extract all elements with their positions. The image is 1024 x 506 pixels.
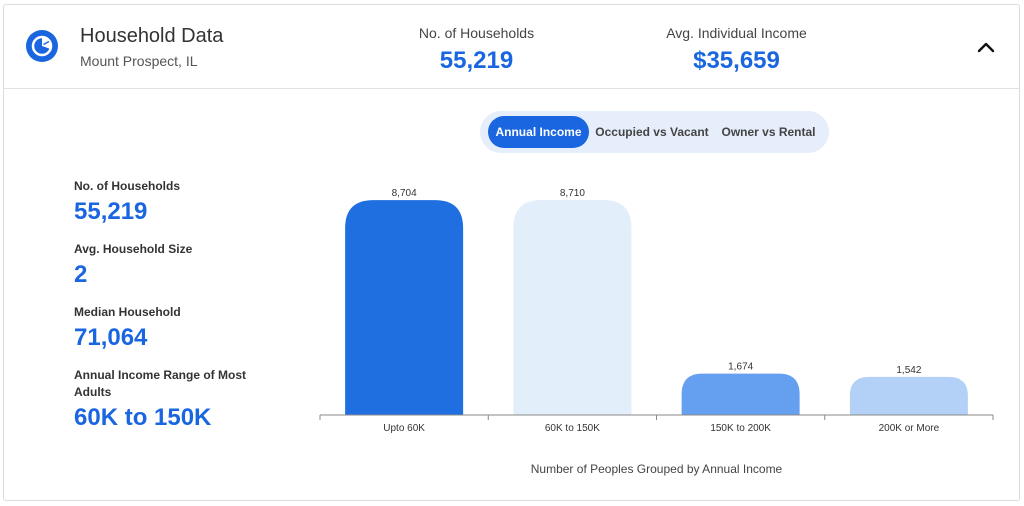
header-stat-label: Avg. Individual Income [666, 25, 807, 41]
x-tick-label: Upto 60K [383, 423, 425, 434]
chart-tab-group: Annual Income Occupied vs Vacant Owner v… [480, 111, 829, 153]
x-tick-label: 150K to 200K [710, 423, 771, 434]
side-stat-value: 2 [74, 261, 88, 288]
side-stat-household-size: Avg. Household Size 2 [74, 241, 192, 289]
tab-annual-income[interactable]: Annual Income [488, 116, 589, 148]
side-stat-label: Median Household [74, 305, 181, 319]
card-title: Household Data [80, 25, 224, 47]
chevron-up-icon[interactable] [974, 35, 998, 59]
side-stat-label: No. of Households [74, 179, 180, 193]
bar-60k-to-150k[interactable] [513, 200, 632, 415]
pie-chart-icon [26, 30, 58, 62]
bar-upto-60k[interactable] [345, 200, 464, 415]
header-stat-income: Avg. Individual Income $35,659 [654, 25, 819, 75]
tab-owner-vs-rental[interactable]: Owner vs Rental [721, 125, 816, 139]
tab-occupied-vs-vacant[interactable]: Occupied vs Vacant [595, 125, 709, 139]
bar-200k-or-more[interactable] [849, 376, 968, 415]
side-stat-label: Avg. Household Size [74, 242, 193, 256]
card-header[interactable]: Household Data Mount Prospect, IL No. of… [4, 5, 1019, 89]
household-data-card: Household Data Mount Prospect, IL No. of… [3, 4, 1020, 501]
x-tick-label: 60K to 150K [545, 423, 600, 434]
bar-value-label: 1,542 [896, 365, 921, 376]
header-stat-households: No. of Households 55,219 [404, 25, 549, 75]
bar-value-label: 1,674 [728, 362, 753, 373]
bar-150k-to-200k[interactable] [681, 373, 800, 415]
side-stat-value: 55,219 [74, 198, 148, 225]
side-stat-value: 60K to 150K [74, 404, 212, 431]
bar-value-label: 8,710 [560, 188, 585, 199]
side-stat-households: No. of Households 55,219 [74, 178, 180, 226]
location-label: Mount Prospect, IL [80, 53, 198, 69]
header-stat-value: $35,659 [693, 47, 780, 74]
side-stat-median-household: Median Household 71,064 [74, 304, 181, 352]
header-stat-value: 55,219 [439, 47, 514, 74]
x-tick-label: 200K or More [879, 423, 940, 434]
side-stat-income-range: Annual Income Range of Most Adults 60K t… [74, 367, 274, 432]
bar-value-label: 8,704 [392, 188, 417, 199]
side-stat-label: Annual Income Range of Most Adults [74, 368, 247, 399]
header-stat-label: No. of Households [418, 25, 535, 41]
side-stat-value: 71,064 [74, 324, 148, 351]
x-axis-title: Number of Peoples Grouped by Annual Inco… [531, 462, 783, 476]
